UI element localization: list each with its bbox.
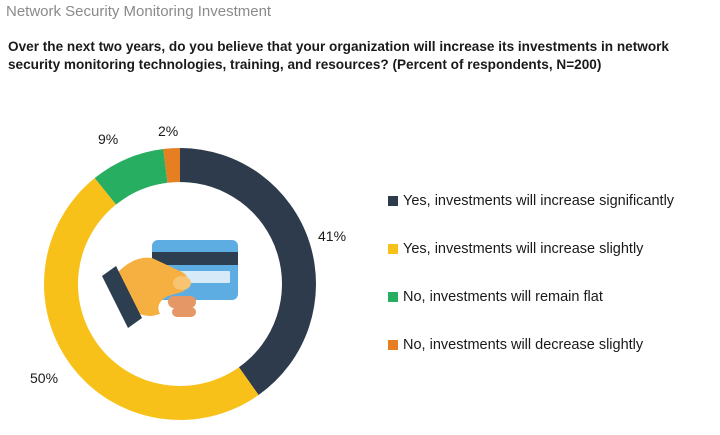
data-labels: 41% 50% 9% 2% (30, 123, 346, 386)
legend-swatch (388, 340, 398, 350)
legend-item-2: Yes, investments will increase slightly (388, 241, 643, 257)
legend-label: No, investments will decrease slightly (403, 337, 644, 353)
legend-label: Yes, investments will increase slightly (403, 241, 644, 257)
data-label-2: 50% (30, 370, 58, 386)
donut-slice-3 (94, 149, 168, 205)
legend-swatch (388, 292, 398, 302)
legend-swatch (388, 196, 398, 206)
legend-item-1: Yes, investments will increase significa… (388, 193, 674, 209)
donut-slice-4 (163, 148, 180, 183)
data-label-3: 9% (98, 131, 118, 147)
legend-label: Yes, investments will increase significa… (403, 193, 675, 209)
donut-slice-1 (180, 148, 317, 396)
data-label-4: 2% (158, 123, 178, 139)
hand-holding-credit-card-icon (102, 240, 238, 328)
data-label-1: 41% (318, 228, 346, 244)
legend-label: No, investments will remain flat (403, 289, 603, 305)
legend-item-3: No, investments will remain flat (388, 289, 603, 305)
survey-question: Over the next two years, do you believe … (8, 39, 669, 72)
donut-slice-2 (44, 178, 259, 420)
legend-swatch (388, 244, 398, 254)
donut-slices (44, 148, 317, 420)
legend-item-4: No, investments will decrease slightly (388, 337, 643, 353)
page-title: Network Security Monitoring Investment (6, 3, 272, 20)
